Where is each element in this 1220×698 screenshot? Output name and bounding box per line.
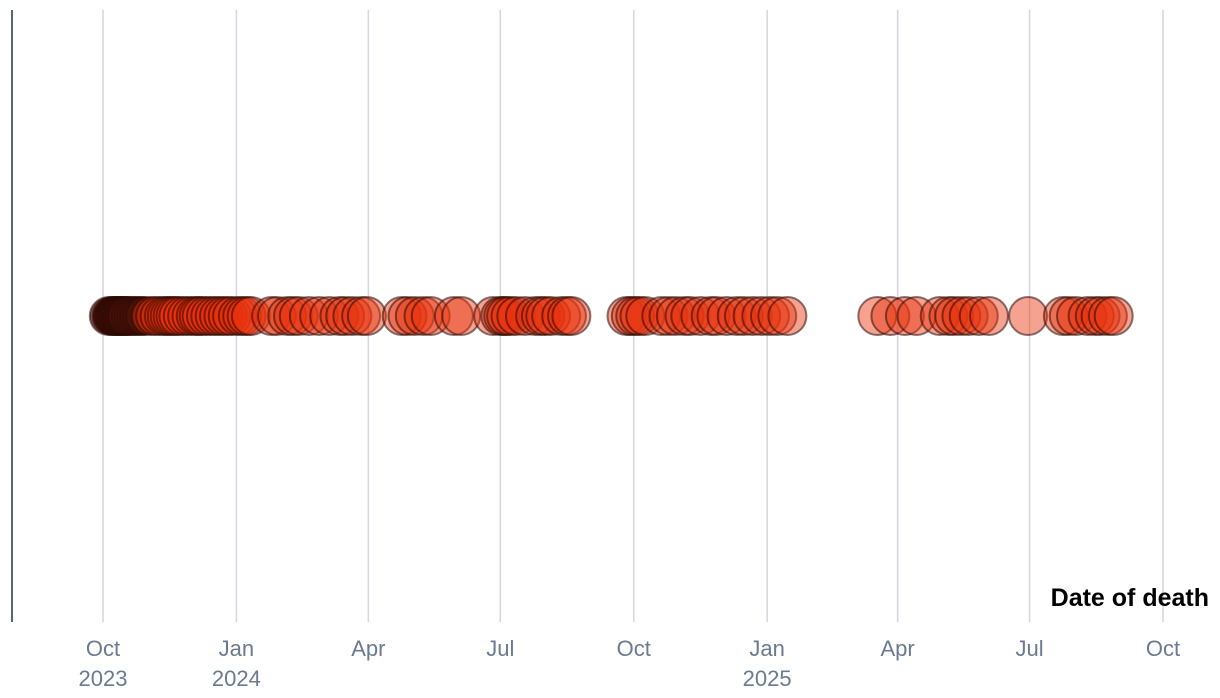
data-point xyxy=(551,296,592,336)
data-point xyxy=(958,296,999,336)
x-tick-year-label: 2025 xyxy=(743,666,792,691)
x-tick-label: Apr xyxy=(881,636,915,661)
x-tick-label: Jan xyxy=(749,636,784,661)
data-point xyxy=(394,296,435,336)
data-point xyxy=(696,296,737,336)
x-tick-label: Oct xyxy=(86,636,120,661)
data-point xyxy=(1008,296,1049,336)
data-point xyxy=(857,296,898,336)
data-point xyxy=(655,296,696,336)
data-point xyxy=(278,296,319,336)
x-tick-year-label: 2024 xyxy=(212,666,261,691)
grid-lines xyxy=(102,10,1164,622)
data-point xyxy=(288,296,329,336)
x-tick-label: Jan xyxy=(219,636,254,661)
data-point xyxy=(969,296,1009,336)
data-point xyxy=(410,296,451,336)
data-points xyxy=(88,296,1134,336)
x-axis-title: Date of death xyxy=(1051,584,1209,612)
x-tick-label: Apr xyxy=(351,636,385,661)
data-point xyxy=(757,296,798,336)
x-tick-year-label: 2023 xyxy=(79,666,128,691)
x-axis-ticks: Oct 2023 Jan 2024 Apr Jul Oct Jan 2025 Apr Jul Oct xyxy=(79,636,1181,691)
data-point xyxy=(257,296,297,336)
data-point xyxy=(531,296,572,336)
x-tick-label: Jul xyxy=(486,636,514,661)
data-point xyxy=(1093,296,1134,336)
x-tick-label: Oct xyxy=(1146,636,1180,661)
data-point xyxy=(346,296,387,336)
data-point xyxy=(732,296,773,336)
data-point xyxy=(884,296,925,336)
data-point xyxy=(441,296,482,336)
data-point xyxy=(625,296,666,336)
data-point xyxy=(767,296,808,336)
x-tick-label: Jul xyxy=(1016,636,1044,661)
x-tick-label: Oct xyxy=(617,636,651,661)
data-point xyxy=(948,296,989,336)
data-point xyxy=(332,296,373,336)
data-point xyxy=(919,296,960,336)
